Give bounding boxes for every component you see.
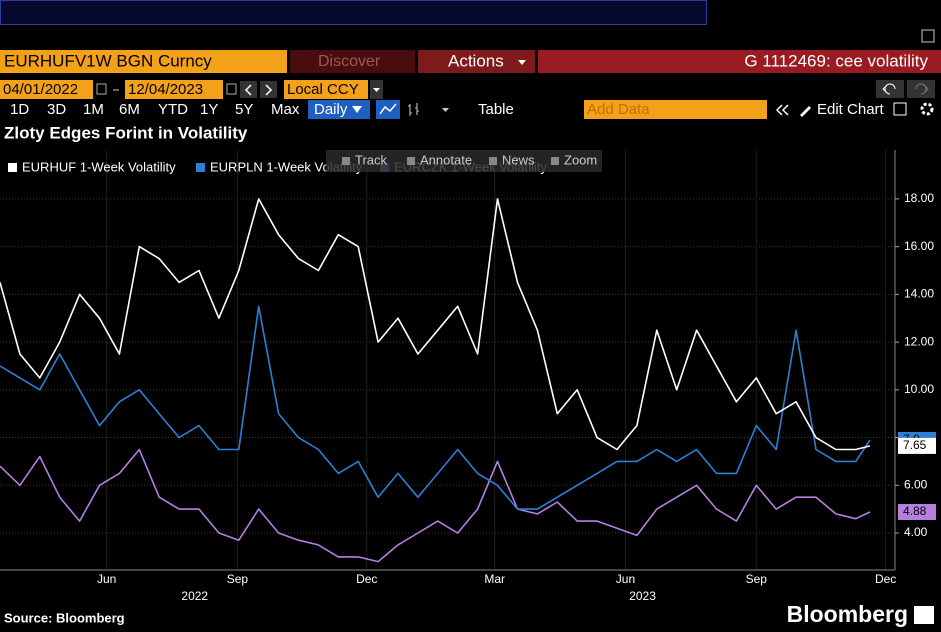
tool-icon	[551, 157, 559, 165]
x-tick-label: Dec	[875, 572, 896, 586]
y-tick-label: 14.00	[904, 287, 934, 301]
chart-tool[interactable]: Annotate	[420, 152, 472, 167]
prev-arrow	[244, 84, 252, 96]
period-buttons: 1D 3D 1M 6M YTD 1Y 5Y Max	[10, 101, 300, 118]
tool-icon	[489, 157, 497, 165]
period-button[interactable]: 1Y	[200, 101, 218, 118]
dropdown-arrow	[442, 108, 449, 112]
actions: Actions	[448, 51, 504, 70]
frequency-button[interactable]	[308, 100, 370, 119]
y-tick-label: 16.00	[904, 239, 934, 253]
x-tick-label: Jun	[97, 572, 116, 586]
period-button[interactable]: Max	[271, 101, 300, 118]
settings-icon[interactable]	[920, 102, 934, 116]
legend-swatch	[8, 163, 17, 172]
source: Source: Bloomberg	[4, 610, 125, 625]
discover: Discover	[318, 53, 381, 70]
add-data: Add Data	[587, 101, 650, 118]
x-tick-label: Dec	[356, 572, 377, 586]
table-button[interactable]: Table	[478, 101, 514, 118]
security: EURHUFV1W BGN Curncy	[4, 51, 212, 70]
plot-area	[0, 150, 895, 570]
currency-box[interactable]	[284, 80, 368, 99]
undo-icon	[882, 83, 896, 95]
series-line	[0, 305, 871, 510]
last-value-tag	[898, 437, 936, 454]
popout-icon[interactable]	[921, 29, 935, 43]
chart-tools-bar	[326, 150, 602, 172]
last-value-label: 7.65	[903, 438, 927, 452]
command-line[interactable]	[0, 0, 707, 25]
chart-tool[interactable]: Zoom	[564, 152, 597, 167]
pencil-icon	[800, 106, 811, 117]
last-value-label: 4.88	[903, 504, 927, 518]
y-tick-label: 6.00	[904, 477, 928, 491]
period-button[interactable]: YTD	[158, 101, 188, 118]
period-button[interactable]: 1M	[83, 101, 104, 118]
legend-label: EURHUF 1-Week Volatility	[22, 159, 176, 174]
redo-button[interactable]	[907, 80, 935, 98]
chart-tool[interactable]: News	[502, 152, 535, 167]
page-header	[538, 50, 941, 73]
calendar-icon[interactable]	[226, 83, 237, 95]
tool-icon	[407, 157, 415, 165]
y-tick-label: 4.00	[904, 525, 928, 539]
chart-title: Zloty Edges Forint in Volatility	[4, 123, 248, 142]
x-tick-label: Mar	[484, 572, 505, 586]
dropdown-arrow	[352, 106, 362, 113]
actions-button[interactable]	[418, 50, 535, 73]
chart: 4.006.008.0010.0012.0014.0016.0018.00Jun…	[0, 150, 936, 603]
collapse-icon	[781, 104, 789, 116]
prev-button[interactable]	[240, 81, 257, 98]
period-button[interactable]: 5Y	[235, 101, 253, 118]
undo-button[interactable]	[876, 80, 904, 98]
legend-label: EURPLN 1-Week Volatility	[210, 159, 363, 174]
tool-icon	[342, 157, 350, 165]
period-button[interactable]: 1D	[10, 101, 29, 118]
page-name: G 1112469: cee volatility	[744, 51, 928, 70]
chart-tool[interactable]: Track	[355, 152, 388, 167]
next-arrow	[265, 84, 273, 96]
line-icon	[379, 103, 397, 115]
y-tick-label: 12.00	[904, 334, 934, 348]
series-line	[0, 448, 871, 563]
year-label: 2023	[629, 589, 656, 603]
edit-chart[interactable]: Edit Chart	[817, 101, 885, 118]
add-data-box[interactable]	[584, 100, 767, 119]
period-button[interactable]: 3D	[47, 101, 66, 118]
x-tick-label: Sep	[227, 572, 249, 586]
currency: Local CCY	[287, 81, 359, 98]
end-date: 12/04/2023	[128, 81, 203, 98]
end-date-box[interactable]	[125, 80, 223, 99]
frequency: Daily	[314, 101, 348, 118]
next-button[interactable]	[260, 81, 277, 98]
period-button[interactable]: 6M	[119, 101, 140, 118]
last-value-tag	[898, 504, 936, 521]
brand-icon	[914, 606, 934, 624]
calendar-icon[interactable]	[96, 83, 107, 95]
bar-icon[interactable]	[408, 103, 419, 116]
y-tick-label: 10.00	[904, 382, 934, 396]
dropdown-arrow	[518, 60, 526, 65]
start-date-box[interactable]	[0, 80, 93, 99]
redo-icon	[915, 83, 929, 95]
y-tick-label: 18.00	[904, 191, 934, 205]
discover-button[interactable]	[290, 50, 415, 73]
dropdown-arrow	[373, 88, 380, 92]
x-tick-label: Sep	[746, 572, 768, 586]
start-date: 04/01/2022	[3, 81, 78, 98]
series-line	[0, 198, 871, 451]
collapse-icon[interactable]	[775, 104, 783, 116]
security-box[interactable]	[0, 50, 287, 73]
x-tick-label: Jun	[616, 572, 635, 586]
year-label: 2022	[181, 589, 208, 603]
brand: Bloomberg	[787, 601, 908, 627]
edit-icon[interactable]	[893, 102, 907, 116]
legend-swatch	[196, 163, 205, 172]
